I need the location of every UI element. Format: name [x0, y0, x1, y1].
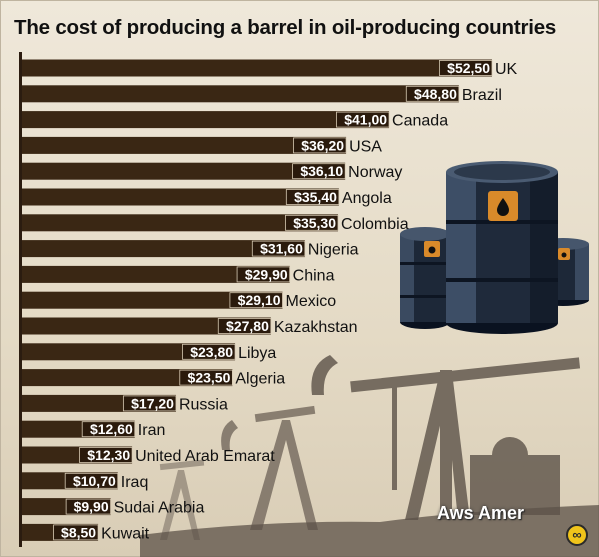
value-label-box	[81, 421, 136, 438]
category-label: Angola	[342, 190, 392, 207]
bar	[22, 162, 346, 180]
value-label-box	[122, 395, 177, 412]
value-label-box	[229, 292, 283, 309]
bar	[22, 291, 283, 309]
value-label: $17,20	[131, 395, 174, 411]
bar	[22, 136, 347, 154]
y-axis-line	[19, 52, 22, 547]
bar	[22, 85, 459, 103]
value-label: $9,90	[74, 499, 109, 515]
chart-title: The cost of producing a barrel in oil-pr…	[14, 16, 557, 39]
bar	[22, 111, 390, 129]
category-label: United Arab Emarat	[135, 448, 275, 465]
value-label-box	[179, 369, 233, 386]
value-label: $36,20	[301, 137, 344, 153]
category-label: Nigeria	[308, 242, 359, 259]
category-label: Kazakhstan	[274, 319, 358, 336]
value-label: $52,50	[447, 60, 490, 76]
value-label: $35,40	[294, 189, 337, 205]
category-label: Iran	[138, 422, 166, 439]
value-label-box	[79, 447, 133, 463]
value-label: $12,60	[90, 421, 133, 437]
value-label-box	[438, 60, 493, 76]
bar	[22, 343, 236, 361]
value-label-box	[53, 524, 99, 541]
category-label: Libya	[238, 345, 276, 362]
value-label: $10,70	[73, 473, 116, 489]
value-label: $8,50	[61, 524, 96, 540]
value-label: $27,80	[226, 318, 269, 334]
bar	[22, 59, 492, 77]
value-label: $23,80	[190, 344, 233, 360]
category-label: Colombia	[341, 216, 409, 233]
brand-logo-icon: ∞	[566, 524, 588, 546]
bar	[22, 188, 339, 206]
category-label: USA	[349, 138, 382, 155]
value-label-box	[336, 111, 390, 128]
category-label: Canada	[392, 113, 448, 130]
value-label-box	[285, 214, 339, 231]
bar	[22, 240, 305, 258]
bar	[22, 317, 271, 335]
ground-silhouette	[140, 505, 599, 557]
value-label-box	[236, 266, 291, 283]
watermark-text: Aws Amer	[437, 503, 525, 523]
value-label: $12,30	[87, 447, 130, 463]
value-label: $29,10	[238, 292, 281, 308]
category-label: Kuwait	[101, 525, 150, 542]
value-label: $29,90	[245, 266, 288, 282]
category-label: UK	[495, 61, 518, 78]
category-label: Iraq	[121, 474, 149, 491]
barrel-icon	[446, 161, 558, 334]
value-label-box	[65, 498, 112, 515]
value-label: $48,80	[414, 86, 457, 102]
category-label: Russia	[179, 396, 228, 413]
value-label: $36,10	[300, 163, 343, 179]
value-label-box	[251, 240, 306, 257]
value-label-box	[292, 163, 346, 180]
category-label: China	[293, 267, 335, 284]
value-label-box	[293, 137, 347, 154]
barrel-icon	[400, 227, 450, 329]
value-label: $31,60	[260, 241, 303, 257]
category-label: Brazil	[462, 87, 502, 104]
category-label: Algeria	[235, 371, 285, 388]
value-label-box	[64, 472, 119, 489]
value-label-box	[217, 318, 272, 334]
value-label: $41,00	[344, 112, 387, 128]
value-label: $35,30	[293, 215, 336, 231]
pumpjack-icon	[159, 459, 205, 540]
category-label: Mexico	[286, 293, 337, 310]
category-label: Sudai Arabia	[114, 500, 205, 517]
bar	[22, 214, 339, 232]
value-label-box	[285, 189, 340, 205]
category-label: Norway	[348, 164, 402, 181]
bar	[22, 265, 290, 283]
value-label-box	[405, 85, 460, 102]
value-label: $23,50	[188, 370, 231, 386]
pumpjack-icon	[221, 405, 318, 530]
value-label-box	[182, 343, 236, 360]
pumpjack-icon	[311, 355, 581, 520]
